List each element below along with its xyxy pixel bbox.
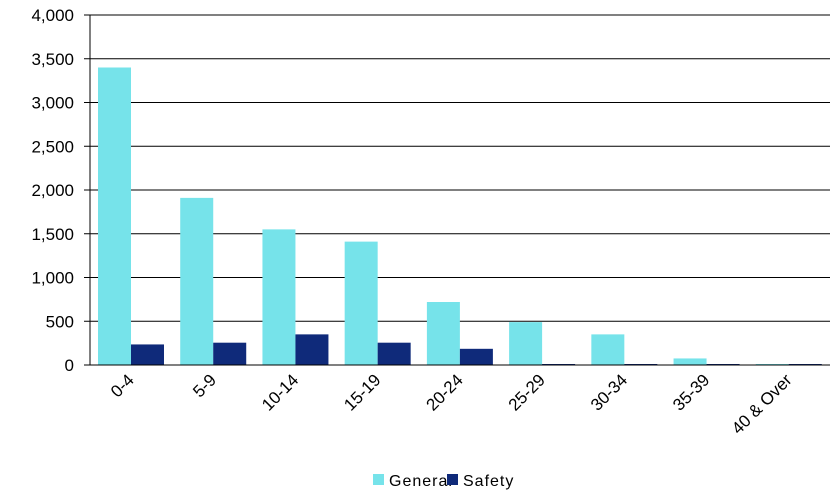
bar-safety [295, 334, 329, 365]
x-tick-label: 35-39 [669, 370, 713, 414]
bar-general [591, 334, 625, 365]
bar-general [673, 358, 707, 365]
x-axis-ticks: 0-4 5-9 10-14 15-19 20-24 25-29 30-34 35-39 40 &… [107, 370, 796, 438]
bar-general [262, 229, 296, 365]
legend-swatch-safety [447, 474, 458, 485]
bar-general [180, 197, 214, 365]
y-axis-ticks: 0 500 1,000 1,500 2,000 2,500 3,000 3,500 4,000 [31, 6, 90, 375]
gridlines [90, 14, 830, 322]
bars [98, 67, 822, 365]
x-tick-label: 40 & Over [728, 370, 796, 438]
x-tick-label: 25-29 [505, 370, 549, 414]
legend-label-safety: Safety [463, 473, 514, 490]
y-tick-label: 500 [46, 312, 74, 331]
bar-general [98, 67, 131, 365]
legend: General Safety [373, 473, 514, 490]
x-tick-label: 15-19 [340, 370, 384, 414]
y-tick-label: 3,000 [31, 94, 74, 113]
x-tick-label: 5-9 [189, 370, 220, 401]
legend-swatch-general [373, 474, 384, 485]
bar-general [344, 241, 378, 365]
bar-general [509, 322, 543, 365]
y-tick-label: 2,000 [31, 181, 74, 200]
legend-label-general: General [389, 473, 453, 490]
y-tick-label: 1,500 [31, 225, 74, 244]
y-tick-label: 3,500 [31, 50, 74, 69]
x-tick-label: 30-34 [587, 370, 631, 414]
bar-general [426, 302, 460, 365]
y-tick-label: 0 [65, 356, 74, 375]
y-tick-label: 1,000 [31, 269, 74, 288]
x-tick-label: 10-14 [258, 370, 302, 414]
y-tick-label: 2,500 [31, 137, 74, 156]
bar-safety [459, 348, 493, 365]
bar-safety [131, 344, 164, 365]
bar-safety [377, 342, 411, 365]
y-tick-label: 4,000 [31, 6, 74, 25]
x-tick-label: 20-24 [423, 370, 467, 414]
x-tick-label: 0-4 [107, 370, 138, 401]
bar-safety [213, 342, 247, 365]
